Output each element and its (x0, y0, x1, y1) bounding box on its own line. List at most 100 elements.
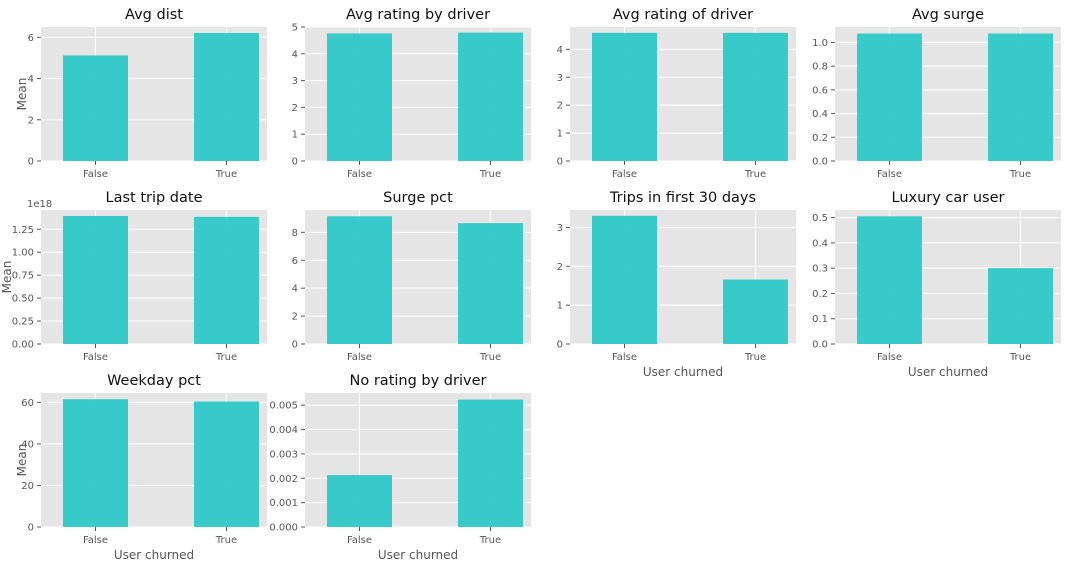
y-tick-label: 0 (28, 523, 34, 534)
x-axis-label: User churned (908, 365, 988, 379)
y-tick-label: 0.25 (12, 317, 34, 328)
bar-true (458, 399, 523, 527)
x-tick-label: True (479, 169, 501, 180)
y-tick-label: 1 (557, 301, 563, 312)
bar-true (194, 32, 259, 162)
y-tick-label: 6 (292, 256, 298, 267)
y-tick-label: 0.50 (12, 294, 34, 305)
bar-true (458, 32, 523, 162)
x-tick-label: True (215, 535, 237, 546)
y-tick-label: 0.0 (812, 340, 828, 351)
x-tick-label: False (877, 352, 902, 363)
y-tick-label: 0 (557, 340, 563, 351)
subplot-title: Weekday pct (107, 373, 201, 389)
subplot-6: 0 2 4 6 8 False True Surge pct (292, 190, 531, 363)
x-tick-label: False (83, 169, 108, 180)
y-tick-label: 6 (28, 33, 34, 44)
subplot-title: Last trip date (106, 190, 203, 206)
x-tick-label: True (1009, 352, 1031, 363)
y-tick-label: 0.2 (812, 133, 828, 144)
x-tick-label: True (215, 169, 237, 180)
bar-true (723, 279, 788, 344)
bar-false (327, 33, 392, 161)
y-tick-label: 1.25 (12, 225, 34, 236)
subplot-9: 0 20 40 60 False True Weekday pct Mean User chur… (15, 373, 267, 562)
bar-true (988, 33, 1053, 161)
y-tick-label: 8 (292, 228, 298, 239)
y-tick-label: 3 (292, 76, 298, 87)
x-axis-label: User churned (643, 365, 723, 379)
bar-false (63, 55, 128, 161)
y-tick-label: 0 (292, 340, 298, 351)
y-tick-label: 0.004 (269, 425, 298, 436)
y-tick-label: 2 (28, 115, 34, 126)
y-tick-label: 1 (292, 130, 298, 141)
x-tick-label: True (479, 352, 501, 363)
x-tick-label: False (347, 169, 372, 180)
subplot-title: No rating by driver (350, 373, 487, 389)
y-offset-text: 1e18 (27, 199, 52, 210)
x-tick-label: True (744, 352, 766, 363)
subplot-title: Luxury car user (892, 190, 1005, 206)
bar-true (458, 223, 523, 344)
bar-false (327, 216, 392, 344)
subplot-1: 0 2 4 6 False True Avg dist Mean (15, 7, 267, 180)
y-tick-label: 5 (292, 23, 298, 34)
y-tick-label: 4 (292, 284, 298, 295)
bar-false (592, 32, 657, 161)
x-tick-label: False (347, 535, 372, 546)
x-tick-label: True (744, 169, 766, 180)
y-tick-label: 0.4 (812, 109, 828, 120)
subplot-title: Avg dist (125, 7, 183, 23)
bar-false (63, 215, 128, 344)
subplot-2: 0 1 2 3 4 5 False True Avg rating by driver (292, 7, 531, 180)
y-tick-label: 2 (557, 262, 563, 273)
y-tick-label: 0.1 (812, 314, 828, 325)
y-tick-label: 20 (21, 481, 34, 492)
y-tick-label: 2 (557, 101, 563, 112)
y-tick-label: 0 (557, 157, 563, 168)
y-axis-label: Mean (15, 444, 29, 477)
bar-false (857, 33, 922, 161)
y-tick-label: 40 (21, 439, 34, 450)
y-tick-label: 0.3 (812, 264, 828, 275)
subplot-10: 0.000 0.001 0.002 0.003 0.004 0.005 False True N… (269, 373, 531, 562)
x-tick-label: True (215, 352, 237, 363)
subplot-4: 0.0 0.2 0.4 0.6 0.8 1.0 False True Avg surge (812, 7, 1061, 180)
y-tick-label: 1 (557, 129, 563, 140)
bar-true (723, 32, 788, 161)
y-tick-label: 0.6 (812, 85, 828, 96)
y-tick-label: 3 (557, 73, 563, 84)
bar-true (988, 268, 1053, 344)
y-tick-label: 1.0 (812, 38, 828, 49)
y-tick-label: 0.001 (269, 498, 298, 509)
x-tick-label: False (612, 169, 637, 180)
y-axis-label: Mean (15, 78, 29, 111)
subplot-3: 0 1 2 3 4 False True Avg rating of driver (557, 7, 796, 180)
bar-true (194, 216, 259, 344)
x-tick-label: False (612, 352, 637, 363)
y-tick-label: 0.8 (812, 62, 828, 73)
subplot-8: 0.0 0.1 0.2 0.3 0.4 0.5 False True Luxury car us… (812, 190, 1061, 379)
subplot-title: Avg surge (912, 7, 984, 23)
y-tick-label: 1.00 (12, 248, 34, 259)
y-tick-label: 0.0 (812, 157, 828, 168)
y-tick-label: 0 (292, 157, 298, 168)
y-tick-label: 0.4 (812, 238, 828, 249)
subplot-title: Surge pct (383, 190, 453, 206)
y-tick-label: 0.2 (812, 289, 828, 300)
y-tick-label: 0 (28, 157, 34, 168)
y-tick-label: 0.5 (812, 213, 828, 224)
y-tick-label: 4 (28, 74, 34, 85)
y-tick-label: 4 (557, 45, 563, 56)
y-axis-label: Mean (0, 261, 14, 294)
x-tick-label: False (877, 169, 902, 180)
x-tick-label: False (347, 352, 372, 363)
y-tick-label: 0.003 (269, 449, 298, 460)
x-tick-label: False (83, 535, 108, 546)
subplot-5: 0.00 0.25 0.50 0.75 1.00 1.25 False True Last tr… (0, 190, 267, 363)
y-tick-label: 0.75 (12, 271, 34, 282)
y-tick-label: 4 (292, 49, 298, 60)
bar-false (63, 399, 128, 527)
